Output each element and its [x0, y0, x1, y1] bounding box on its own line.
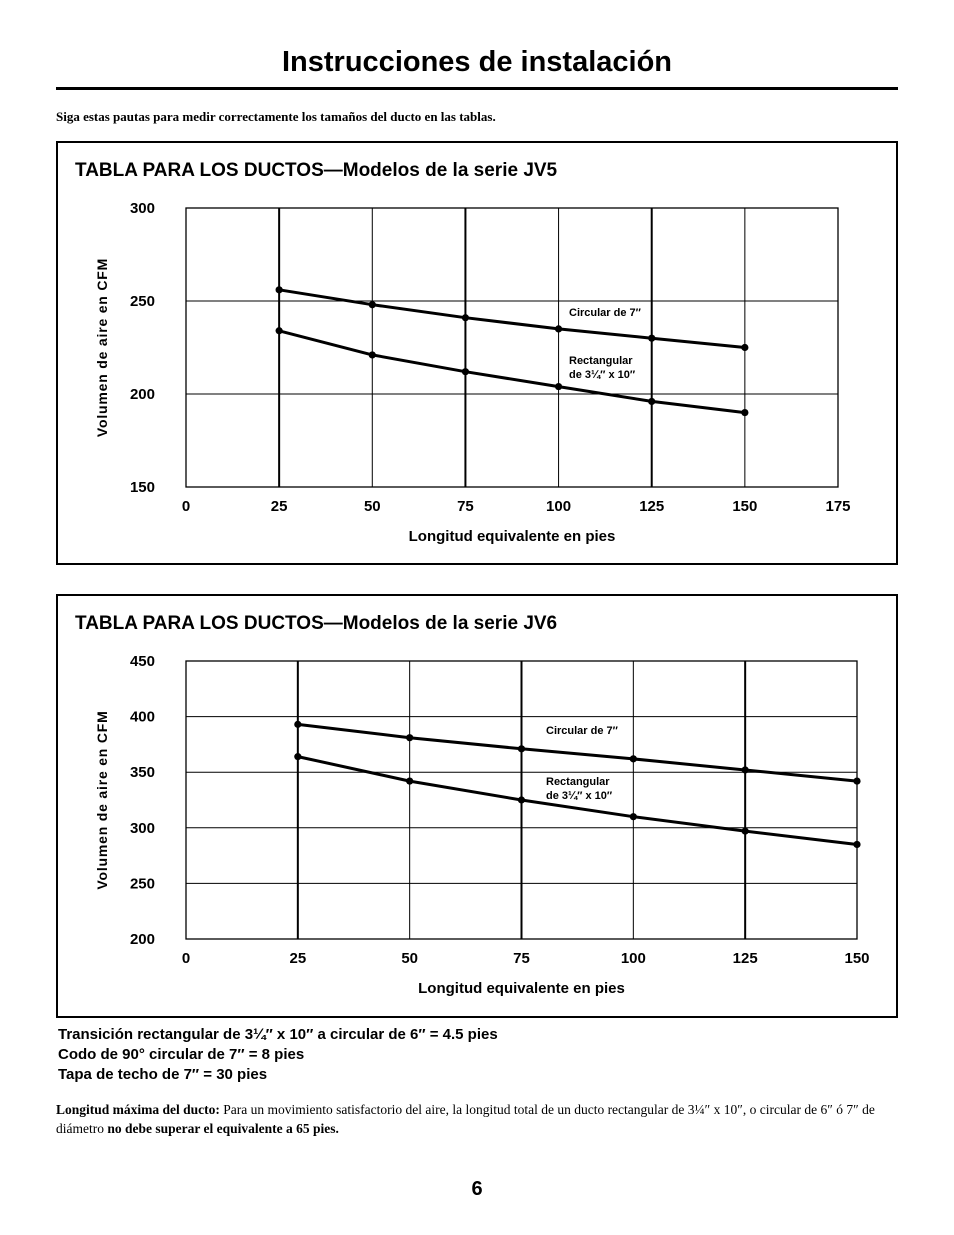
series-label: Rectangular [546, 776, 610, 788]
x-tick-label: 25 [289, 950, 306, 967]
data-point [648, 397, 656, 406]
chart-title: TABLA PARA LOS DUCTOS—Modelos de la seri… [75, 160, 558, 181]
note-line: Tapa de techo de 7″ = 30 pies [58, 1066, 268, 1083]
x-tick-label: 0 [182, 498, 190, 515]
x-tick-label: 75 [457, 498, 474, 515]
footnote: Longitud máxima del ducto: Para un movim… [56, 1100, 898, 1138]
data-point [406, 734, 414, 742]
series-line [278, 329, 746, 415]
intro-text: Siga estas pautas para medir correctamen… [56, 109, 496, 124]
data-point [629, 813, 637, 821]
data-point [741, 343, 749, 352]
chart-panel-jv5: TABLA PARA LOS DUCTOS—Modelos de la seri… [56, 141, 898, 565]
x-tick-label: 125 [733, 950, 758, 967]
data-point [517, 796, 526, 804]
data-point [294, 720, 302, 728]
y-tick-label: 300 [130, 200, 155, 217]
x-tick-label: 150 [732, 498, 757, 515]
data-point [368, 301, 376, 309]
data-point [554, 325, 563, 333]
y-tick-label: 250 [130, 875, 155, 892]
data-point [275, 327, 283, 335]
data-point [461, 368, 470, 376]
y-tick-label: 200 [130, 931, 155, 948]
chart-jv5: 0 25 50 75 100 125 150 175 150 200 250 300 Longitud … [94, 200, 851, 545]
footnote-label: Longitud máxima del ducto: [56, 1102, 220, 1117]
chart-panel-jv6: TABLA PARA LOS DUCTOS—Modelos de la seri… [56, 594, 898, 1018]
x-axis-label: Longitud equivalente en pies [418, 980, 625, 997]
y-tick-label: 350 [130, 764, 155, 781]
title-rule [56, 87, 898, 90]
series-label: Rectangular [569, 355, 633, 367]
data-point [648, 334, 656, 342]
data-point [741, 766, 749, 774]
x-tick-label: 125 [639, 498, 664, 515]
x-tick-label: 100 [546, 498, 571, 515]
chart-title: TABLA PARA LOS DUCTOS—Modelos de la seri… [75, 613, 558, 634]
y-tick-label: 400 [130, 709, 155, 726]
note-line: Codo de 90° circular de 7″ = 8 pies [58, 1046, 305, 1063]
data-point [741, 827, 749, 835]
series-label: de 3¼″ x 10″ [569, 369, 636, 381]
series-line [297, 722, 858, 783]
data-point [853, 777, 861, 785]
x-tick-label: 50 [364, 498, 381, 515]
y-tick-label: 450 [130, 653, 155, 670]
note-line: Transición rectangular de 3¼″ x 10″ a ci… [58, 1026, 498, 1043]
y-axis-label: Volumen de aire en CFM [94, 258, 110, 437]
y-tick-label: 300 [130, 820, 155, 837]
x-tick-label: 50 [401, 950, 418, 967]
series-label: Circular de 7″ [546, 725, 619, 737]
data-point [853, 840, 861, 849]
data-point [554, 382, 563, 391]
x-tick-label: 150 [844, 950, 869, 967]
data-point [294, 753, 302, 761]
data-point [629, 755, 637, 763]
x-tick-label: 175 [825, 498, 850, 515]
data-point [406, 777, 414, 785]
x-tick-label: 75 [513, 950, 530, 967]
series-line [297, 755, 858, 846]
data-point [741, 409, 749, 417]
y-tick-label: 200 [130, 386, 155, 403]
data-point [368, 351, 376, 359]
series-label: Circular de 7″ [569, 307, 642, 319]
data-point [461, 314, 470, 322]
x-tick-label: 25 [271, 498, 288, 515]
footnote-text: Para un movimiento satisfactorio del air… [56, 1102, 875, 1136]
page-number: 6 [471, 1178, 483, 1200]
series-line [278, 288, 746, 349]
x-tick-label: 100 [621, 950, 646, 967]
data-point [275, 286, 283, 294]
chart-jv6: 0 25 50 75 100 125 150 200 250 300 350 400 450 Longit… [94, 653, 870, 997]
y-axis-label: Volumen de aire en CFM [94, 710, 110, 889]
data-point [517, 745, 526, 753]
duct-notes: Transición rectangular de 3¼″ x 10″ a ci… [58, 1025, 498, 1085]
plot-frame [185, 660, 858, 940]
x-tick-label: 0 [182, 950, 190, 967]
series-label: de 3¼″ x 10″ [546, 790, 613, 802]
footnote-emphasis: no debe superar el equivalente a 65 pies… [107, 1121, 339, 1136]
y-tick-label: 250 [130, 293, 155, 310]
y-tick-label: 150 [130, 479, 155, 496]
x-axis-label: Longitud equivalente en pies [409, 528, 616, 545]
page-title: Instrucciones de instalación [282, 46, 672, 78]
plot-frame [185, 207, 839, 488]
